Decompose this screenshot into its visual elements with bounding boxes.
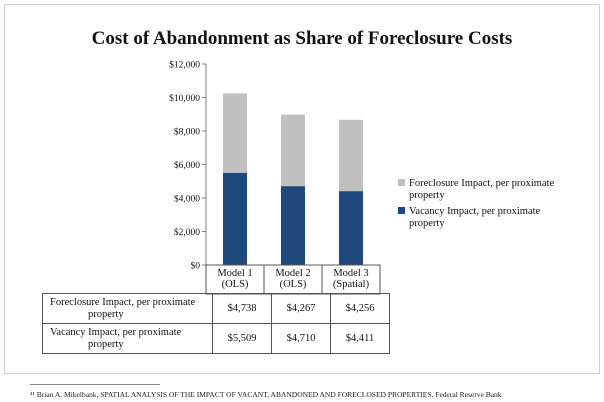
row-label-vacancy: Vacancy Impact, per proximate property xyxy=(42,323,213,354)
x-tick-label: Model 2 xyxy=(275,268,310,279)
cell-vacancy-model1: $5,509 xyxy=(212,323,272,354)
cell-foreclosure-model1: $4,738 xyxy=(212,293,272,324)
row-label-foreclosure-line2: property xyxy=(88,308,124,320)
table-row-foreclosure: Foreclosure Impact, per proximate proper… xyxy=(42,293,390,324)
bar-foreclosure-model1 xyxy=(223,93,247,173)
table-row-vacancy: Vacancy Impact, per proximate property $… xyxy=(42,323,390,354)
cell-foreclosure-model3: $4,256 xyxy=(330,293,390,324)
row-label-foreclosure-line1: Foreclosure Impact, per proximate xyxy=(50,296,196,308)
y-tick-label: $0 xyxy=(191,261,201,272)
cell-vacancy-model2: $4,710 xyxy=(271,323,331,354)
legend-label-vacancy: property xyxy=(409,218,445,229)
legend-swatch-vacancy xyxy=(398,207,405,214)
footnote-divider xyxy=(30,384,160,385)
y-tick-label: $2,000 xyxy=(174,227,200,238)
y-tick-label: $8,000 xyxy=(174,127,200,138)
chart-title: Cost of Abandonment as Share of Foreclos… xyxy=(92,28,513,49)
row-label-vacancy-line1: Vacancy Impact, per proximate xyxy=(50,326,182,338)
cell-foreclosure-model2: $4,267 xyxy=(271,293,331,324)
y-tick-label: $6,000 xyxy=(174,160,200,171)
x-tick-label: (OLS) xyxy=(222,279,249,290)
x-tick-label: (Spatial) xyxy=(333,279,370,290)
slide-frame xyxy=(4,4,600,374)
data-table: Foreclosure Impact, per proximate proper… xyxy=(42,293,390,354)
legend-label-foreclosure: property xyxy=(409,190,445,201)
row-label-vacancy-line2: property xyxy=(88,338,124,350)
row-label-foreclosure: Foreclosure Impact, per proximate proper… xyxy=(42,293,213,324)
y-tick-label: $4,000 xyxy=(174,194,200,205)
x-tick-label: (OLS) xyxy=(280,279,307,290)
y-tick-label: $12,000 xyxy=(169,60,200,71)
x-tick-label: Model 3 xyxy=(333,268,368,279)
bar-vacancy-model2 xyxy=(281,186,305,265)
bar-foreclosure-model2 xyxy=(281,114,305,187)
stacked-bar-chart: Cost of Abandonment as Share of Foreclos… xyxy=(92,28,555,295)
y-tick-label: $10,000 xyxy=(169,93,200,104)
legend-label-foreclosure: Foreclosure Impact, per proximate xyxy=(409,178,555,189)
cell-vacancy-model3: $4,411 xyxy=(330,323,390,354)
x-tick-label: Model 1 xyxy=(217,268,252,279)
footnote-text: ⁴¹ Brian A. Mikelbank, SPATIAL ANALYSIS … xyxy=(30,390,502,399)
bar-vacancy-model3 xyxy=(339,191,363,265)
legend-label-vacancy: Vacancy Impact, per proximate xyxy=(409,206,541,217)
legend-swatch-foreclosure xyxy=(398,179,405,186)
bar-foreclosure-model3 xyxy=(339,119,363,192)
bar-vacancy-model1 xyxy=(223,172,247,265)
